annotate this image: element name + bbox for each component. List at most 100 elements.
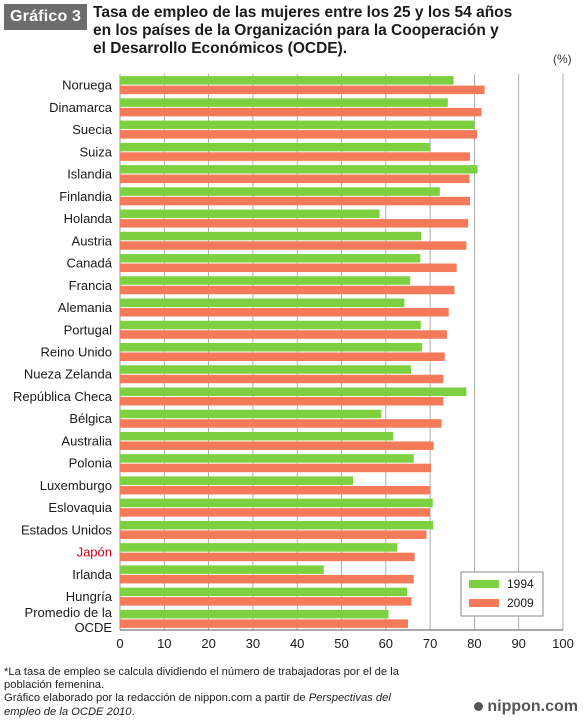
bar-1994 xyxy=(120,231,422,241)
bar-1994 xyxy=(120,520,434,530)
footnotes: *La tasa de empleo se calcula dividiendo… xyxy=(4,666,474,719)
x-tick-label: 30 xyxy=(246,636,260,651)
chart-title-line-1: Tasa de empleo de las mujeres entre los … xyxy=(93,4,513,21)
x-tick-label: 20 xyxy=(201,636,215,651)
bar-1994 xyxy=(120,609,389,619)
bar-1994 xyxy=(120,209,380,219)
footnote-line-2: población femenina. xyxy=(4,679,105,692)
category-label: Bélgica xyxy=(69,411,112,426)
bar-1994 xyxy=(120,298,405,308)
category-label: Eslovaquia xyxy=(48,500,112,515)
bar-1994 xyxy=(120,365,412,374)
bar-2009 xyxy=(120,219,469,228)
bar-2009 xyxy=(120,374,444,384)
bar-1994 xyxy=(120,254,421,263)
footnote-source-title-part-1: Perspectivas del xyxy=(308,692,391,705)
chart-title-line-3: el Desarrollo Económicos (OCDE). xyxy=(93,40,348,57)
bar-2009 xyxy=(120,263,457,273)
bar-1994 xyxy=(120,187,440,196)
x-tick-label: 40 xyxy=(290,636,304,651)
bar-1994 xyxy=(120,276,411,285)
bar-2009 xyxy=(120,441,434,450)
bar-2009 xyxy=(120,463,431,473)
bar-2009 xyxy=(120,152,470,161)
bar-2009 xyxy=(120,196,470,206)
bar-2009 xyxy=(120,552,415,562)
bar-1994 xyxy=(120,565,324,574)
category-label: Promedio de la OCDE xyxy=(25,605,113,635)
bar-1994 xyxy=(120,543,398,552)
footnote-source-suffix: . xyxy=(131,705,135,718)
x-tick-label: 60 xyxy=(379,636,393,651)
bar-2009 xyxy=(120,396,444,406)
bar-1994 xyxy=(120,76,454,85)
category-label: Francia xyxy=(69,278,113,293)
category-label: Islandia xyxy=(67,167,113,182)
bar-1994 xyxy=(120,431,394,441)
brand-dot-icon xyxy=(474,702,484,712)
bar-2009 xyxy=(120,485,431,495)
x-tick-label: 100 xyxy=(552,636,574,651)
bar-2009 xyxy=(120,574,414,584)
footnote-line-1: *La tasa de empleo se calcula dividiendo… xyxy=(4,666,399,678)
x-tick-label: 0 xyxy=(116,636,123,651)
category-label: Canadá xyxy=(66,256,112,271)
category-label: Holanda xyxy=(64,211,113,226)
legend-label-1994: 1994 xyxy=(507,577,534,591)
category-label: Japón xyxy=(77,545,112,560)
bar-2009 xyxy=(120,107,482,117)
category-label: Luxemburgo xyxy=(40,478,112,493)
legend-swatch-2009 xyxy=(469,599,499,607)
x-tick-label: 50 xyxy=(334,636,348,651)
chart-title-line-2: en los países de la Organización para la… xyxy=(93,22,499,39)
bar-2009 xyxy=(120,619,408,628)
category-label: Dinamarca xyxy=(49,100,113,115)
bar-2009 xyxy=(120,285,455,295)
bar-1994 xyxy=(120,343,423,352)
category-label: Australia xyxy=(61,433,112,448)
category-label: Irlanda xyxy=(72,567,113,582)
unit-label: (%) xyxy=(553,52,572,66)
legend-label-2009: 2009 xyxy=(507,596,534,610)
bar-2009 xyxy=(120,174,470,184)
bar-2009 xyxy=(120,597,412,606)
bar-2009 xyxy=(120,352,445,361)
bar-2009 xyxy=(120,241,467,250)
bar-2009 xyxy=(120,330,447,339)
bar-2009 xyxy=(120,508,431,517)
category-label: Hungría xyxy=(66,589,113,604)
x-tick-label: 80 xyxy=(467,636,481,651)
category-label: República Checa xyxy=(13,389,113,404)
category-label: Estados Unidos xyxy=(21,522,113,537)
brand-name: nippon.com xyxy=(487,698,578,715)
x-tick-label: 10 xyxy=(157,636,171,651)
bar-2009 xyxy=(120,85,485,95)
bar-2009 xyxy=(120,308,449,317)
bar-1994 xyxy=(120,476,354,485)
category-label: Alemania xyxy=(58,300,113,315)
category-label: Finlandia xyxy=(59,189,113,204)
footnote-line-3: Gráfico elaborado por la redacción de ni… xyxy=(4,692,474,705)
category-label: Austria xyxy=(72,233,113,248)
bar-1994 xyxy=(120,454,414,463)
legend-box xyxy=(460,571,544,617)
footnote-line-4: empleo de la OCDE 2010. xyxy=(4,706,474,719)
category-label: Nueza Zelanda xyxy=(24,367,113,382)
bar-1994 xyxy=(120,142,431,152)
bar-1994 xyxy=(120,409,382,419)
category-label: Suiza xyxy=(79,144,112,159)
x-tick-label: 90 xyxy=(511,636,525,651)
category-label: Polonia xyxy=(69,456,113,471)
category-label: Portugal xyxy=(64,322,113,337)
category-label: Reino Unido xyxy=(40,345,112,360)
category-label: Suecia xyxy=(72,122,113,137)
footnote-source-title-part-2: empleo de la OCDE 2010 xyxy=(4,705,132,718)
bar-2009 xyxy=(120,130,478,139)
legend-swatch-1994 xyxy=(469,580,499,588)
bar-2009 xyxy=(120,530,427,539)
bar-1994 xyxy=(120,165,478,174)
bar-2009 xyxy=(120,419,442,428)
x-tick-label: 70 xyxy=(423,636,437,651)
chart-title: Tasa de empleo de las mujeres entre los … xyxy=(93,4,579,58)
